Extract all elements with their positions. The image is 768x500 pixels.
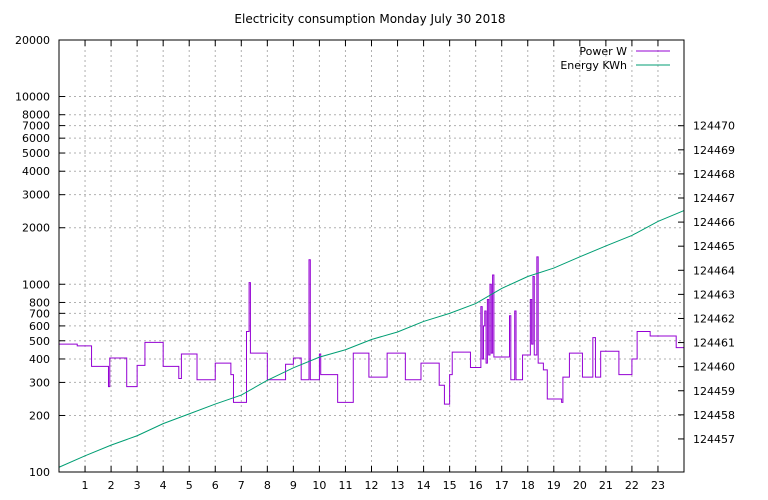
- y-tick-label: 6000: [22, 132, 50, 145]
- y2-tick-label: 124462: [693, 312, 735, 325]
- y2-tick-label: 124460: [693, 361, 735, 374]
- x-tick-label: 14: [417, 479, 431, 492]
- y2-tick-label: 124461: [693, 337, 735, 350]
- y-tick-label: 600: [29, 320, 50, 333]
- x-tick-label: 1: [82, 479, 89, 492]
- y-tick-label: 8000: [22, 109, 50, 122]
- y-tick-label: 3000: [22, 189, 50, 202]
- x-tick-label: 9: [290, 479, 297, 492]
- grid: [59, 40, 684, 472]
- series-lines: [58, 210, 685, 468]
- y2-tick-label: 124465: [693, 240, 735, 253]
- y-tick-label: 4000: [22, 165, 50, 178]
- y-tick-label: 5000: [22, 147, 50, 160]
- y-tick-label: 200: [29, 409, 50, 422]
- x-tick-label: 11: [338, 479, 352, 492]
- x-tick-label: 22: [625, 479, 639, 492]
- y-tick-label: 500: [29, 335, 50, 348]
- x-tick-label: 8: [264, 479, 271, 492]
- series-line-power: [59, 256, 684, 405]
- x-tick-label: 5: [186, 479, 193, 492]
- y2-tick-label: 124464: [693, 264, 735, 277]
- y-tick-label: 7000: [22, 120, 50, 133]
- y-tick-label: 10000: [15, 91, 50, 104]
- legend-label: Power W: [579, 45, 627, 58]
- y-tick-label: 1000: [22, 278, 50, 291]
- x-tick-label: 20: [573, 479, 587, 492]
- x-tick-label: 2: [108, 479, 115, 492]
- x-tick-label: 10: [312, 479, 326, 492]
- x-tick-label: 3: [134, 479, 141, 492]
- y2-tick-label: 124470: [693, 120, 735, 133]
- y2-tick-label: 124466: [693, 216, 735, 229]
- x-tick-label: 7: [238, 479, 245, 492]
- x-tick-label: 12: [365, 479, 379, 492]
- y2-tick-label: 124468: [693, 168, 735, 181]
- x-tick-label: 4: [160, 479, 167, 492]
- y-tick-label: 300: [29, 376, 50, 389]
- y-tick-label: 2000: [22, 222, 50, 235]
- y-tick-label: 400: [29, 353, 50, 366]
- x-tick-label: 19: [547, 479, 561, 492]
- x-tick-label: 23: [651, 479, 665, 492]
- y2-tick-label: 124469: [693, 144, 735, 157]
- x-tick-label: 6: [212, 479, 219, 492]
- y-tick-label: 700: [29, 307, 50, 320]
- x-tick-label: 21: [599, 479, 613, 492]
- y2-tick-label: 124457: [693, 433, 735, 446]
- axes: 1 2 3 4 5 6 7 8 9 10 11 12 13 14 15 16 17 18 19 20 21 22 23100…: [15, 34, 735, 492]
- x-tick-label: 18: [521, 479, 535, 492]
- series-line-energy: [58, 210, 685, 468]
- y2-tick-label: 124463: [693, 288, 735, 301]
- y2-tick-label: 124459: [693, 385, 735, 398]
- chart-title: Electricity consumption Monday July 30 2…: [234, 12, 505, 26]
- x-tick-label: 13: [391, 479, 405, 492]
- x-tick-label: 15: [443, 479, 457, 492]
- y2-tick-label: 124458: [693, 409, 735, 422]
- x-tick-label: 16: [469, 479, 483, 492]
- y-tick-label: 100: [29, 466, 50, 479]
- y-tick-label: 20000: [15, 34, 50, 47]
- x-tick-label: 17: [495, 479, 509, 492]
- legend-label: Energy KWh: [560, 59, 627, 72]
- y2-tick-label: 124467: [693, 192, 735, 205]
- y-tick-label: 800: [29, 296, 50, 309]
